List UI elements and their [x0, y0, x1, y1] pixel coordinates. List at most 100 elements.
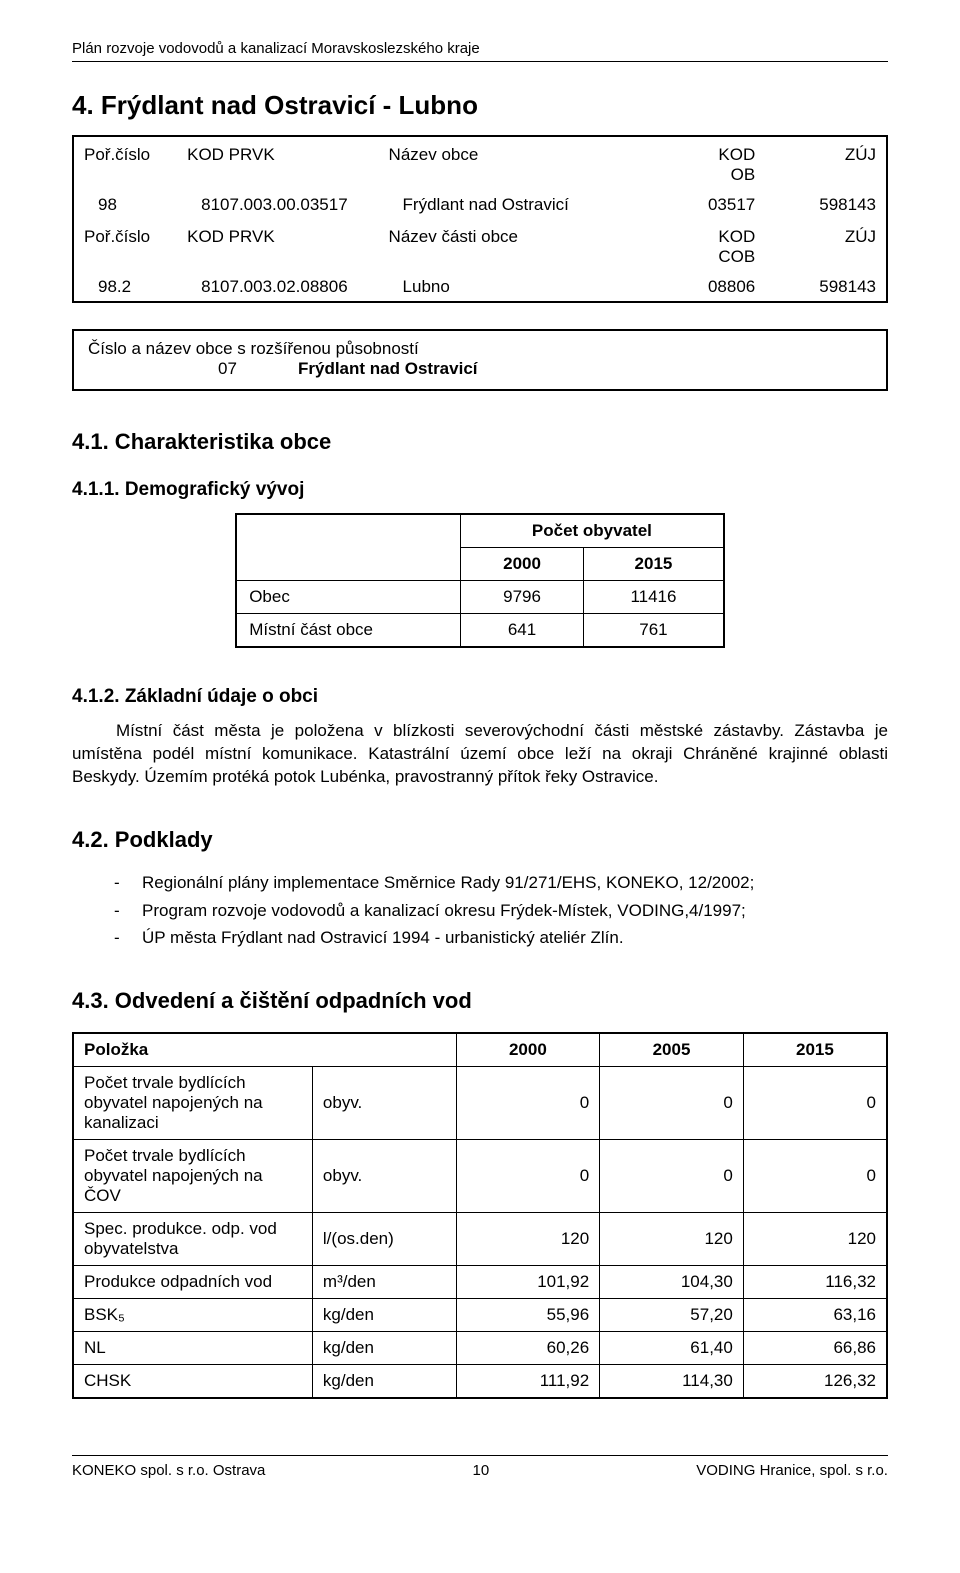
cell: Lubno	[379, 271, 684, 302]
cell: 120	[743, 1213, 887, 1266]
heading-2: 4.2. Podklady	[72, 827, 888, 853]
cell: Poř.číslo	[73, 219, 177, 271]
cell: 0	[456, 1140, 600, 1213]
cell: 111,92	[456, 1365, 600, 1399]
table-row: Místní část obce 641 761	[236, 614, 724, 648]
cell: 8107.003.00.03517	[177, 189, 378, 219]
sewerage-table: Položka 2000 2005 2015 Počet trvale bydl…	[72, 1032, 888, 1399]
cell: 61,40	[600, 1332, 744, 1365]
cell: 2000	[460, 548, 583, 581]
cell: Položka	[73, 1033, 456, 1067]
cell: 8107.003.02.08806	[177, 271, 378, 302]
bullet-list: Regionální plány implementace Směrnice R…	[72, 871, 888, 950]
identification-table: Poř.číslo KOD PRVK Název obce KOD OB ZÚJ…	[72, 135, 888, 303]
demographic-table-wrap: Počet obyvatel 2000 2015 Obec 9796 11416…	[72, 513, 888, 662]
cell: 641	[460, 614, 583, 648]
cell: 03517	[684, 189, 795, 219]
cell: 60,26	[456, 1332, 600, 1365]
cell: Počet trvale bydlících obyvatel napojený…	[73, 1140, 312, 1213]
cell: obyv.	[312, 1140, 456, 1213]
document-header: Plán rozvoje vodovodů a kanalizací Morav…	[72, 40, 888, 62]
cell-empty	[236, 514, 460, 581]
cell: 101,92	[456, 1266, 600, 1299]
page: Plán rozvoje vodovodů a kanalizací Morav…	[0, 0, 960, 1509]
page-footer: KONEKO spol. s r.o. Ostrava 10 VODING Hr…	[72, 1455, 888, 1479]
table-row: Poř.číslo KOD PRVK Název obce KOD OB ZÚJ	[73, 136, 887, 189]
table-row: Obec 9796 11416	[236, 581, 724, 614]
cell: 98	[73, 189, 177, 219]
footer-right: VODING Hranice, spol. s r.o.	[696, 1462, 888, 1479]
cell: 2015	[743, 1033, 887, 1067]
cell: 598143	[795, 189, 887, 219]
heading-2: 4.3. Odvedení a čištění odpadních vod	[72, 988, 888, 1014]
heading-2: 4.1. Charakteristika obce	[72, 429, 888, 455]
cell: kg/den	[312, 1299, 456, 1332]
cell: Poř.číslo	[73, 136, 177, 189]
cell: 598143	[795, 271, 887, 302]
cell: 120	[600, 1213, 744, 1266]
cell: KOD COB	[684, 219, 795, 271]
cell: Frýdlant nad Ostravicí	[379, 189, 684, 219]
cell: KOD PRVK	[177, 219, 378, 271]
cell: Spec. produkce. odp. vod obyvatelstva	[73, 1213, 312, 1266]
cell: CHSK	[73, 1365, 312, 1399]
table-row: 98 8107.003.00.03517 Frýdlant nad Ostrav…	[73, 189, 887, 219]
table-row: NL kg/den 60,26 61,40 66,86	[73, 1332, 887, 1365]
cell: Produkce odpadních vod	[73, 1266, 312, 1299]
cell: 08806	[684, 271, 795, 302]
extent-name: Frýdlant nad Ostravicí	[298, 359, 478, 379]
cell: 104,30	[600, 1266, 744, 1299]
heading-3: 4.1.1. Demografický vývoj	[72, 479, 888, 501]
cell: 63,16	[743, 1299, 887, 1332]
cell: NL	[73, 1332, 312, 1365]
extent-row: 07 Frýdlant nad Ostravicí	[88, 359, 872, 379]
list-item: Program rozvoje vodovodů a kanalizací ok…	[72, 899, 888, 923]
cell: 9796	[460, 581, 583, 614]
cell: 126,32	[743, 1365, 887, 1399]
cell: l/(os.den)	[312, 1213, 456, 1266]
table-row: Počet trvale bydlících obyvatel napojený…	[73, 1067, 887, 1140]
extent-title: Číslo a název obce s rozšířenou působnos…	[88, 339, 872, 359]
cell: 0	[600, 1067, 744, 1140]
table-row: Počet obyvatel	[236, 514, 724, 548]
heading-1: 4. Frýdlant nad Ostravicí - Lubno	[72, 90, 888, 121]
cell: Obec	[236, 581, 460, 614]
demographic-table: Počet obyvatel 2000 2015 Obec 9796 11416…	[235, 513, 725, 648]
cell: BSK₅	[73, 1299, 312, 1332]
extent-block: Číslo a název obce s rozšířenou působnos…	[72, 329, 888, 391]
table-row: Počet trvale bydlících obyvatel napojený…	[73, 1140, 887, 1213]
cell: 0	[600, 1140, 744, 1213]
cell: 114,30	[600, 1365, 744, 1399]
cell: KOD OB	[684, 136, 795, 189]
list-item: Regionální plány implementace Směrnice R…	[72, 871, 888, 895]
cell: 66,86	[743, 1332, 887, 1365]
table-row: CHSK kg/den 111,92 114,30 126,32	[73, 1365, 887, 1399]
cell: 761	[584, 614, 724, 648]
cell: 0	[743, 1140, 887, 1213]
cell: 98.2	[73, 271, 177, 302]
table-row: Produkce odpadních vod m³/den 101,92 104…	[73, 1266, 887, 1299]
cell: 120	[456, 1213, 600, 1266]
cell: 2000	[456, 1033, 600, 1067]
cell: 55,96	[456, 1299, 600, 1332]
cell: Název obce	[379, 136, 684, 189]
cell: 116,32	[743, 1266, 887, 1299]
extent-code: 07	[218, 359, 298, 379]
table-row: Poř.číslo KOD PRVK Název části obce KOD …	[73, 219, 887, 271]
table-row: Položka 2000 2005 2015	[73, 1033, 887, 1067]
cell: m³/den	[312, 1266, 456, 1299]
cell: obyv.	[312, 1067, 456, 1140]
cell: 2005	[600, 1033, 744, 1067]
cell: 0	[743, 1067, 887, 1140]
cell: 0	[456, 1067, 600, 1140]
paragraph: Místní část města je položena v blízkost…	[72, 720, 888, 789]
table-row: BSK₅ kg/den 55,96 57,20 63,16	[73, 1299, 887, 1332]
cell: ZÚJ	[795, 136, 887, 189]
cell: kg/den	[312, 1332, 456, 1365]
table-row: 98.2 8107.003.02.08806 Lubno 08806 59814…	[73, 271, 887, 302]
cell: Počet trvale bydlících obyvatel napojený…	[73, 1067, 312, 1140]
cell: 11416	[584, 581, 724, 614]
footer-left: KONEKO spol. s r.o. Ostrava	[72, 1462, 265, 1479]
cell: 57,20	[600, 1299, 744, 1332]
list-item: ÚP města Frýdlant nad Ostravicí 1994 - u…	[72, 926, 888, 950]
